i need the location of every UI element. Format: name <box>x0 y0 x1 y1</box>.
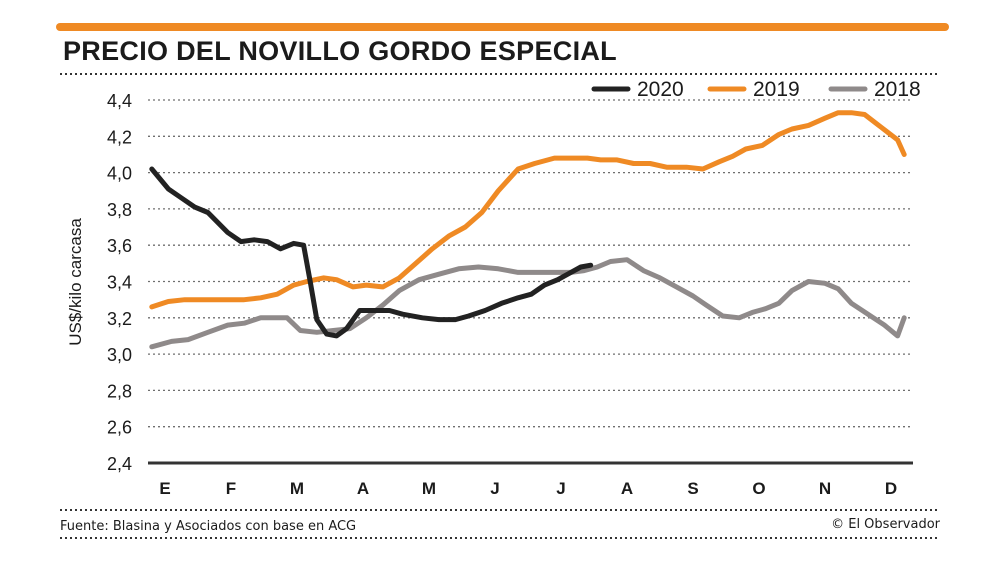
y-tick-label: 3,6 <box>107 236 132 256</box>
x-tick-label: M <box>290 479 304 498</box>
legend-label-2018: 2018 <box>874 78 921 101</box>
series-lines <box>149 110 907 350</box>
series-line-2018 <box>149 257 907 350</box>
x-tick-label: J <box>490 479 499 498</box>
x-tick-label: M <box>422 479 436 498</box>
x-tick-label: A <box>357 479 369 498</box>
x-tick-label: J <box>556 479 565 498</box>
y-tick-label: 3,8 <box>107 200 132 220</box>
legend-label-2019: 2019 <box>753 78 800 101</box>
x-tick-label: E <box>159 479 170 498</box>
x-tick-label: A <box>621 479 633 498</box>
y-tick-label: 2,6 <box>107 418 132 438</box>
series-line-2020 <box>149 166 594 339</box>
source-note: Fuente: Blasina y Asociados con base en … <box>60 519 357 534</box>
y-tick-label: 2,4 <box>107 454 132 474</box>
y-tick-label: 4,0 <box>107 164 132 184</box>
y-tick-label: 3,0 <box>107 345 132 365</box>
y-tick-label: 3,4 <box>107 273 132 293</box>
series-line-2019 <box>149 110 907 310</box>
y-tick-label: 3,2 <box>107 309 132 329</box>
x-tick-label: N <box>819 479 831 498</box>
credit-note: © El Observador <box>831 517 940 532</box>
legend: 2020 2019 2018 <box>591 78 921 101</box>
y-axis-label: US$/kilo carcasa <box>66 218 85 346</box>
y-tick-label: 4,4 <box>107 91 132 111</box>
gridlines <box>148 99 913 465</box>
x-tick-label: D <box>885 479 897 498</box>
y-tick-label: 4,2 <box>107 127 132 147</box>
x-tick-label: S <box>687 479 698 498</box>
top-accent-bar <box>56 23 949 31</box>
y-tick-label: 2,8 <box>107 381 132 401</box>
legend-label-2020: 2020 <box>637 78 684 101</box>
y-axis-ticks: 2,4 2,6 2,8 3,0 3,2 3,4 3,6 3,8 4,0 4,2 4,4 <box>107 91 132 474</box>
chart-title: PRECIO DEL NOVILLO GORDO ESPECIAL <box>63 36 617 66</box>
x-tick-label: F <box>226 479 236 498</box>
x-tick-label: O <box>752 479 765 498</box>
